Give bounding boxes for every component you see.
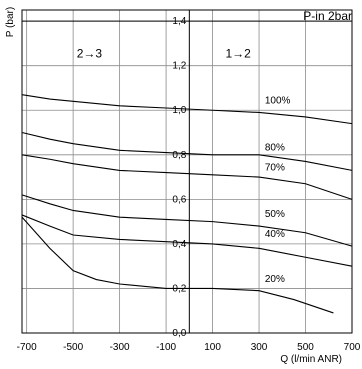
x-tick-label: 100 [204,342,221,353]
plot-frame [21,9,353,334]
x-tick-label: -100 [156,342,176,353]
annotation-label: 1→2 [225,47,251,61]
x-tick-label: -300 [110,342,130,353]
y-tick-label: 1,0 [172,105,186,116]
y-tick-label: 1,2 [172,61,186,72]
y-tick-label: 0,2 [172,283,186,294]
tick-group: -700 -500 -300 -100 100 300 500 700 0,0 0,2 0,4 0,6… [17,16,361,353]
frame-group [21,9,353,334]
y-tick-label: 0,8 [172,150,186,161]
curve-group [21,94,353,314]
series-label: 50% [265,209,285,220]
label-group: 100% 80% 70% 50% 40% 20% [265,96,291,285]
x-tick-label: -500 [63,342,83,353]
series-label: 20% [265,274,285,285]
series-label: 40% [265,229,285,240]
series-line [21,216,334,314]
x-tick-label: 500 [297,342,314,353]
y-tick-label: 0,4 [172,239,186,250]
series-line [21,131,353,171]
y-axis-title: P (bar) [5,7,16,37]
series-line [21,94,353,125]
x-tick-label: 300 [251,342,268,353]
series-line [21,214,353,267]
x-axis-title: Q (l/min ANR) [280,354,342,365]
x-tick-label: 700 [344,342,361,353]
y-tick-label: 1,4 [172,16,186,27]
grid-group [22,10,353,334]
y-tick-label: 0,6 [172,194,186,205]
series-line [21,194,353,247]
series-label: 80% [265,142,285,153]
y-tick-label: 0,0 [172,328,186,339]
text-group: P-in 2bar Q (l/min ANR) P (bar) 2→3 1→2 [5,7,352,365]
series-line [21,154,353,200]
chart-title: P-in 2bar [303,9,352,23]
annotation-label: 2→3 [77,47,103,61]
x-tick-label: -700 [17,342,37,353]
series-label: 70% [265,162,285,173]
series-label: 100% [265,96,291,107]
